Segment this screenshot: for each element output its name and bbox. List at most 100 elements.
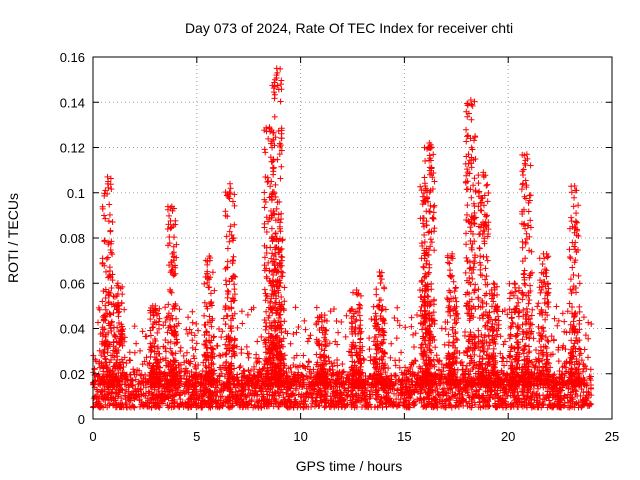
data-point	[106, 211, 113, 218]
data-point	[271, 91, 278, 98]
data-point	[254, 338, 261, 345]
data-point	[109, 401, 116, 408]
data-point	[461, 374, 468, 381]
data-point	[276, 392, 283, 399]
data-point	[165, 301, 172, 308]
data-point	[281, 284, 288, 291]
data-point	[210, 333, 217, 340]
data-point	[549, 351, 556, 358]
data-point	[310, 366, 317, 373]
data-point	[519, 389, 526, 396]
data-point	[292, 385, 299, 392]
data-point	[234, 324, 241, 331]
data-point	[391, 390, 398, 397]
data-point	[262, 149, 269, 156]
data-point	[447, 401, 454, 408]
data-point	[381, 285, 388, 292]
data-point	[403, 367, 410, 374]
data-point	[102, 306, 109, 313]
data-point	[342, 333, 349, 340]
data-point	[244, 311, 251, 318]
data-point	[498, 401, 505, 408]
data-point	[171, 234, 178, 241]
data-point	[281, 318, 288, 325]
data-point	[219, 393, 226, 400]
data-point	[107, 227, 114, 234]
data-point	[276, 140, 283, 147]
data-point	[391, 314, 398, 321]
data-point	[438, 403, 445, 410]
data-point	[581, 346, 588, 353]
data-point	[532, 346, 539, 353]
data-point	[111, 332, 118, 339]
data-point	[297, 403, 304, 410]
data-point	[416, 395, 423, 402]
data-point	[168, 289, 175, 296]
data-point	[427, 208, 434, 215]
data-point	[141, 358, 148, 365]
data-point	[154, 402, 161, 409]
data-point	[224, 287, 231, 294]
data-point	[237, 363, 244, 370]
data-point	[166, 212, 173, 219]
data-point	[467, 404, 474, 411]
data-point	[223, 312, 230, 319]
data-point	[201, 321, 208, 328]
data-point	[245, 400, 252, 407]
data-point	[393, 335, 400, 342]
data-point	[143, 333, 150, 340]
data-point	[313, 304, 320, 311]
data-point	[123, 404, 130, 411]
data-point	[443, 392, 450, 399]
data-point	[91, 365, 98, 372]
data-point	[377, 280, 384, 287]
data-point	[432, 344, 439, 351]
data-point	[351, 404, 358, 411]
data-point	[410, 388, 417, 395]
data-point	[99, 298, 106, 305]
data-point	[394, 304, 401, 311]
data-point	[564, 394, 571, 401]
data-point	[222, 277, 229, 284]
data-point	[278, 163, 285, 170]
data-point	[397, 396, 404, 403]
data-point	[118, 395, 125, 402]
data-point	[227, 180, 234, 187]
data-point	[278, 268, 285, 275]
data-point	[139, 328, 146, 335]
data-point	[106, 201, 113, 208]
data-point	[138, 371, 145, 378]
data-point	[193, 320, 200, 327]
data-point	[392, 357, 399, 364]
data-point	[503, 393, 510, 400]
data-point	[162, 304, 169, 311]
data-point	[530, 389, 537, 396]
data-point	[334, 362, 341, 369]
data-point	[343, 312, 350, 319]
data-point	[95, 319, 102, 326]
data-point	[491, 402, 498, 409]
data-point	[439, 392, 446, 399]
data-point	[223, 351, 230, 358]
data-point	[562, 364, 569, 371]
data-point	[252, 403, 259, 410]
data-point	[581, 362, 588, 369]
data-point	[473, 391, 480, 398]
data-point	[218, 334, 225, 341]
data-point	[307, 332, 314, 339]
data-point	[207, 290, 214, 297]
data-point	[569, 386, 576, 393]
data-point	[442, 389, 449, 396]
data-point	[114, 393, 121, 400]
data-point	[108, 285, 115, 292]
data-point	[190, 353, 197, 360]
data-point	[238, 350, 245, 357]
data-point	[103, 268, 110, 275]
data-point	[162, 337, 169, 344]
data-point	[117, 386, 124, 393]
data-point	[475, 404, 482, 411]
data-point	[556, 367, 563, 374]
data-point	[183, 375, 190, 382]
data-point	[231, 221, 238, 228]
